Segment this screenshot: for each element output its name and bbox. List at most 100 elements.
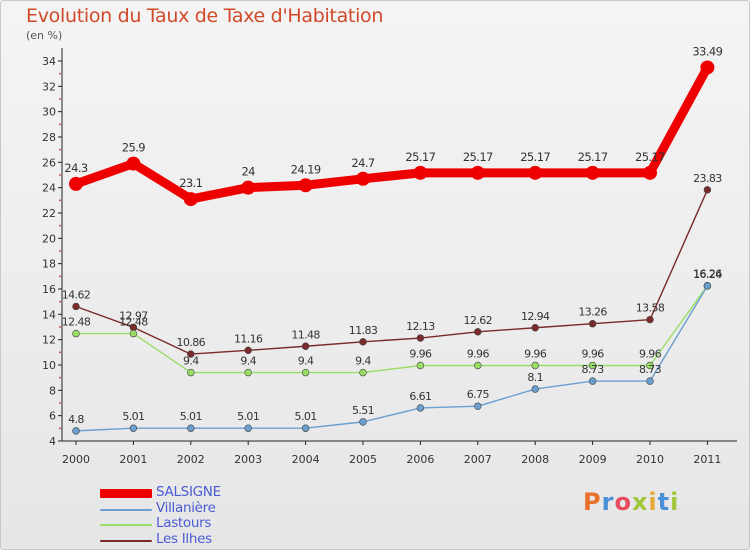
data-point (244, 346, 252, 355)
data-point (72, 302, 80, 311)
y-tick-label: 18 (42, 258, 56, 271)
y-minor-tick (59, 123, 61, 126)
data-label: 4.8 (68, 413, 84, 426)
data-point (531, 385, 539, 393)
data-point (588, 320, 597, 328)
data-point (585, 165, 600, 180)
data-point (416, 404, 425, 412)
y-tick-label: 10 (42, 359, 56, 372)
y-minor-tick (59, 376, 61, 379)
data-label: 25.17 (405, 150, 435, 164)
data-point (703, 282, 712, 290)
data-label: 9.4 (355, 355, 371, 368)
data-label: 5.51 (352, 404, 374, 417)
data-label: 25.17 (635, 150, 665, 164)
y-tick-label: 8 (49, 384, 56, 397)
data-label: 12.48 (62, 316, 91, 329)
data-point (470, 165, 485, 180)
x-tick-label: 2008 (521, 453, 549, 466)
data-point (703, 186, 712, 194)
data-label: 33.49 (692, 44, 722, 58)
x-tick-label: 2006 (406, 453, 434, 466)
x-tick-label: 2010 (636, 453, 664, 466)
legend-label: Les Ilhes (156, 530, 212, 547)
series-line (75, 189, 709, 355)
y-tick-label: 12 (42, 334, 56, 347)
data-point (416, 334, 425, 342)
logo-letter: r (601, 488, 615, 516)
y-tick-label: 16 (42, 283, 56, 296)
data-label: 25.17 (463, 150, 493, 164)
logo-letter: t (657, 488, 671, 516)
data-point (356, 171, 370, 186)
data-point (129, 424, 138, 432)
logo-letter: i (670, 488, 680, 516)
data-label: 9.96 (409, 348, 432, 361)
legend-label: SALSIGNE (156, 484, 221, 500)
data-point (301, 342, 310, 350)
data-label: 14.62 (62, 288, 91, 301)
y-minor-tick (59, 72, 61, 75)
x-tick-label: 2000 (62, 453, 90, 466)
x-tick-label: 2002 (177, 453, 205, 466)
data-point (187, 424, 195, 432)
data-label: 10.86 (177, 336, 206, 349)
data-label: 5.01 (122, 410, 144, 423)
y-tick-label: 28 (42, 131, 56, 144)
data-point (646, 361, 654, 370)
data-point (531, 324, 539, 332)
data-label: 24.7 (351, 156, 374, 170)
data-point (359, 418, 367, 426)
data-label: 9.4 (240, 355, 256, 368)
logo-letter: P (583, 488, 602, 516)
data-label: 9.4 (183, 355, 199, 368)
data-label: 16.24 (693, 268, 722, 281)
data-label: 24.19 (291, 162, 321, 176)
data-point (359, 368, 367, 377)
data-point (72, 427, 80, 435)
data-point (298, 178, 313, 193)
y-minor-tick (59, 199, 61, 202)
data-point (187, 368, 195, 377)
x-tick-label: 2005 (349, 453, 377, 466)
data-label: 11.83 (349, 324, 378, 337)
data-label: 25.17 (520, 150, 550, 164)
data-label: 12.94 (521, 310, 550, 323)
x-tick-label: 2001 (119, 453, 147, 466)
y-minor-tick (59, 174, 61, 176)
data-label: 16.26 (693, 268, 722, 281)
data-point (474, 361, 482, 370)
y-minor-tick (59, 98, 61, 100)
data-label: 12.97 (119, 309, 148, 322)
x-tick-label: 2007 (464, 453, 492, 466)
data-label: 13.26 (578, 306, 607, 319)
chart-title: Evolution du Taux de Taxe d'Habitation (26, 5, 384, 27)
data-label: 9.96 (639, 348, 662, 361)
y-minor-tick (59, 326, 61, 328)
data-label: 23.1 (179, 176, 202, 190)
data-label: 9.96 (467, 348, 490, 361)
data-label: 8.73 (582, 363, 605, 376)
legend-label: Lastours (156, 515, 212, 531)
y-tick-label: 14 (42, 308, 56, 321)
y-minor-tick (59, 402, 61, 404)
data-point (301, 424, 310, 432)
chart-subtitle: (en %) (26, 29, 63, 42)
data-label: 9.4 (298, 355, 314, 368)
data-label: 6.75 (467, 388, 490, 401)
data-point (474, 328, 482, 336)
data-point (528, 165, 543, 180)
series-line (71, 62, 712, 204)
data-label: 13.58 (636, 302, 665, 315)
data-label: 11.16 (234, 332, 263, 345)
data-point (646, 315, 654, 324)
y-tick-label: 30 (42, 106, 56, 119)
y-tick-label: 24 (42, 182, 56, 195)
data-point (241, 180, 256, 195)
data-point (72, 329, 80, 338)
legend-label: Villanière (156, 499, 216, 516)
data-point (187, 350, 195, 358)
data-point (129, 329, 138, 338)
